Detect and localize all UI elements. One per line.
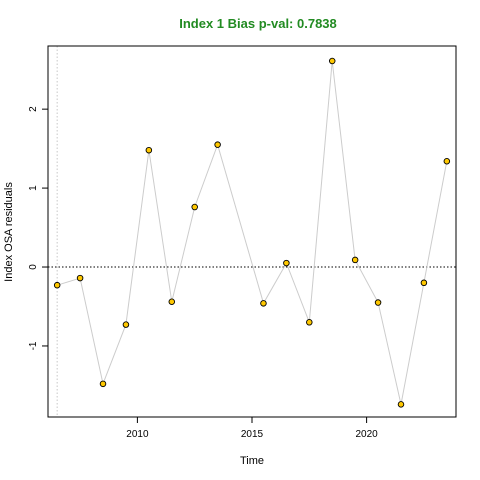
residual-line [57, 60, 448, 405]
x-tick-label: 2020 [355, 429, 378, 440]
data-points [53, 57, 451, 408]
x-axis-label: Time [240, 455, 264, 467]
y-axis: -1 0 1 2 [28, 106, 48, 350]
chart-title: Index 1 Bias p-val: 0.7838 [179, 16, 337, 31]
series-line [57, 60, 448, 405]
data-point [306, 319, 313, 326]
x-tick-label: 2010 [126, 429, 149, 440]
y-tick-label: 2 [28, 106, 39, 112]
x-axis: 2010 2015 2020 [126, 417, 378, 440]
y-tick-label: -1 [28, 341, 39, 350]
data-point [122, 321, 130, 328]
data-point [76, 274, 84, 282]
data-point [191, 203, 198, 211]
y-tick-label: 0 [28, 264, 39, 270]
data-point [145, 146, 153, 154]
reference-lines [48, 46, 456, 417]
plot-frame [47, 45, 457, 418]
data-point [283, 259, 290, 267]
data-point [99, 380, 107, 388]
y-axis-label: Index OSA residuals [3, 182, 15, 282]
data-point [374, 299, 382, 306]
data-point [53, 281, 61, 289]
data-point [214, 141, 221, 148]
data-point [260, 300, 267, 307]
data-point [443, 157, 451, 165]
y-tick-label: 1 [28, 185, 39, 191]
data-point [328, 57, 336, 65]
data-point [397, 401, 405, 408]
data-point [420, 279, 428, 287]
x-tick-label: 2015 [241, 429, 264, 440]
data-point [351, 256, 359, 264]
data-point [168, 298, 176, 306]
